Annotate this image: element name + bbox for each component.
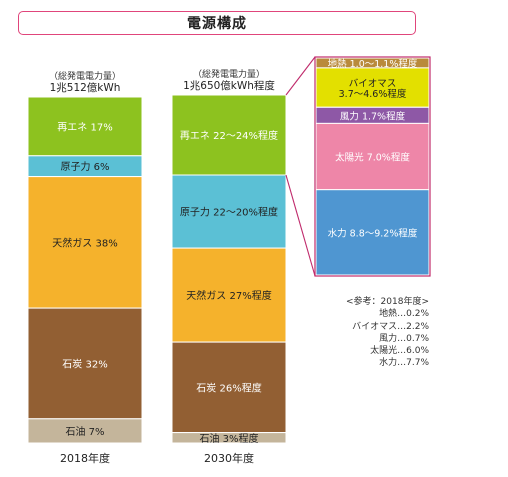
bar-segment [27,96,143,157]
total-value: 1兆650億kWh程度 [183,79,275,92]
segment-label: 原子力 6% [60,160,109,173]
bar-segment [171,247,287,343]
breakdown-segment [315,67,430,108]
segment-label: 石炭 26%程度 [196,381,261,394]
breakdown-segment [315,189,430,276]
total-value: 1兆512億kWh [50,81,121,94]
breakdown-segment [315,122,430,191]
total-label: （総発電電力量） [49,70,121,82]
year-label: 2030年度 [204,451,254,465]
bar-segment [171,94,287,176]
breakdown-label: 風力 1.7%程度 [340,110,406,122]
breakdown-frame [314,56,431,277]
chart-title: 電源構成 [187,16,247,32]
connector-line [285,174,316,277]
breakdown-label: 太陽光 7.0%程度 [335,152,410,164]
reference-note: <参考：2018年度> 地熱…0.2% バイオマス…2.2% 風力…0.7% 太… [346,296,429,370]
segment-label: 石炭 32% [62,358,107,370]
year-label: 2018年度 [60,451,110,465]
reference-item: 太陽光…6.0% [370,346,429,357]
reference-heading: <参考：2018年度> [346,297,429,307]
reference-item: バイオマス…2.2% [352,321,429,332]
bar-segment [27,418,143,444]
total-label: （総発電電力量） [193,68,265,80]
bar-segment [27,307,143,420]
chart-title-box: 電源構成 [18,11,416,35]
reference-item: 水力…7.7% [379,358,429,369]
segment-label: 原子力 22～20%程度 [180,206,278,219]
segment-label: 石油 7% [65,425,104,438]
segment-label: 再エネ 17% [57,121,112,133]
segment-label: 石油 3%程度 [199,432,258,445]
segment-label: 天然ガス 27%程度 [186,289,271,302]
breakdown-label: 水力 8.8～9.2%程度 [328,227,418,239]
bar-segment [171,432,287,444]
segment-label: 再エネ 22～24%程度 [180,129,278,142]
reference-item: 地熱…0.2% [379,309,429,320]
breakdown-label: バイオマス 3.7～4.6%程度 [339,78,407,99]
bar-segment [171,341,287,434]
bar-segment [27,176,143,309]
reference-item: 風力…0.7% [379,333,429,344]
breakdown-label: 地熱 1.0～1.1%程度 [328,58,418,70]
bar-segment [171,174,287,249]
segment-label: 天然ガス 38% [52,236,117,249]
connector-line [285,56,316,96]
